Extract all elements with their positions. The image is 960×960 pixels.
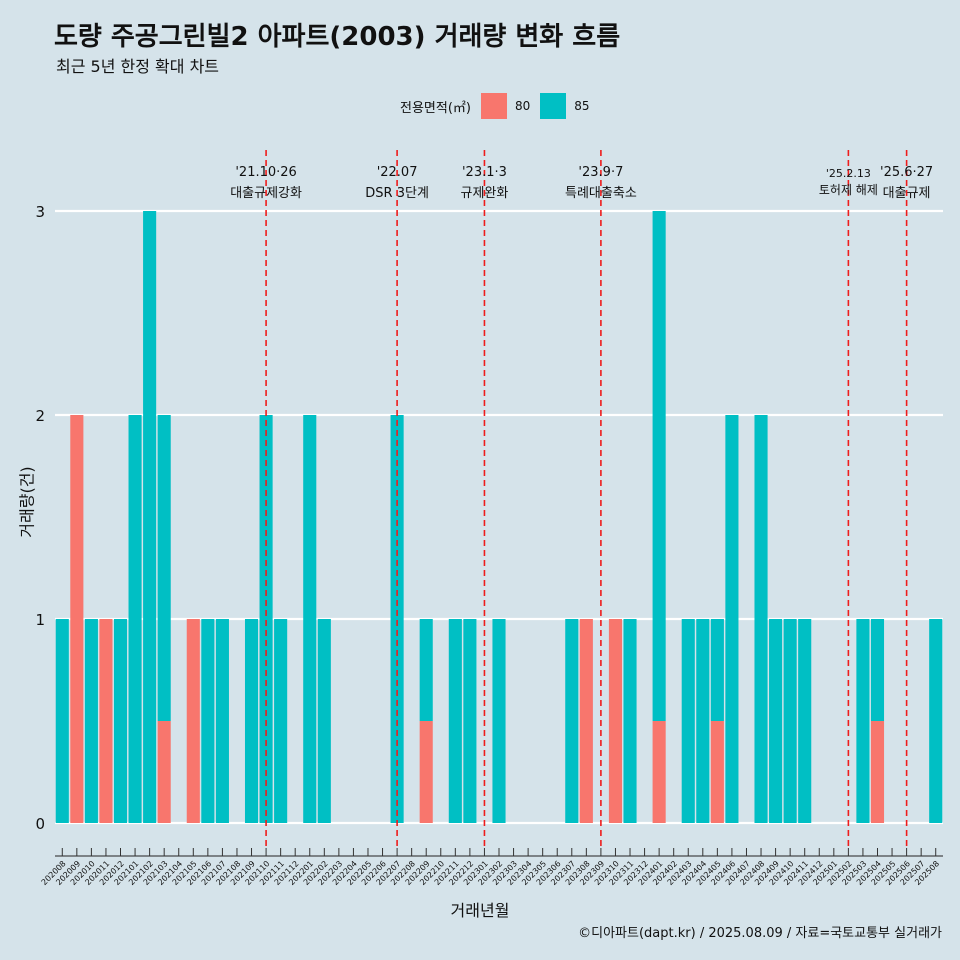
bar-85-202012 bbox=[113, 619, 128, 823]
bar-85-202202 bbox=[317, 619, 331, 823]
bar-85-202406 bbox=[725, 415, 739, 823]
x-axis-label: 거래년월 bbox=[450, 901, 510, 920]
bar-85-202201 bbox=[303, 415, 317, 823]
bar-80-202011 bbox=[99, 619, 113, 823]
event-label: 특례대출축소 bbox=[565, 186, 637, 201]
event-date-label: '21.10·26 bbox=[235, 165, 296, 180]
event-date-label: '22.07 bbox=[377, 165, 418, 180]
bar-85-202302 bbox=[492, 619, 506, 823]
legend-swatch-80 bbox=[480, 93, 507, 119]
bar-85-202508 bbox=[929, 619, 943, 823]
bar-85-202408 bbox=[754, 415, 768, 823]
y-tick-label: 2 bbox=[35, 407, 45, 425]
event-label: DSR 3단계 bbox=[365, 186, 429, 201]
chart-caption: ©디아파트(dapt.kr) / 2025.08.09 / 자료=국토교통부 실… bbox=[578, 926, 942, 941]
bar-85-202401 bbox=[652, 211, 666, 721]
bar-85-202410 bbox=[783, 619, 797, 823]
legend-label-80: 80 bbox=[514, 99, 531, 113]
bar-85-202207 bbox=[390, 415, 404, 823]
bar-85-202010 bbox=[84, 619, 98, 823]
event-date-label: '23.9·7 bbox=[578, 165, 623, 180]
bar-85-202307 bbox=[565, 619, 579, 823]
bar-85-202101 bbox=[128, 415, 142, 823]
legend: 전용면적(㎡) 80 85 bbox=[400, 93, 590, 119]
bar-80-202504 bbox=[870, 721, 885, 823]
y-tick-label: 1 bbox=[35, 611, 45, 629]
bar-85-202103 bbox=[157, 415, 171, 721]
bar-80-202209 bbox=[419, 721, 433, 823]
bar-85-202504 bbox=[870, 619, 885, 721]
event-label: 대출규제강화 bbox=[230, 186, 302, 201]
bar-80-202105 bbox=[186, 619, 200, 823]
bar-85-202109 bbox=[244, 619, 259, 823]
bar-85-202107 bbox=[215, 619, 229, 823]
event-date-label: '23.1·3 bbox=[462, 165, 507, 180]
bar-85-202404 bbox=[696, 619, 710, 823]
y-tick-label: 3 bbox=[35, 203, 45, 221]
bar-85-202503 bbox=[856, 619, 870, 823]
y-tick-label: 0 bbox=[35, 815, 45, 833]
legend-swatch-85 bbox=[540, 93, 567, 119]
event-label: 규제완화 bbox=[461, 186, 509, 201]
bar-85-202211 bbox=[448, 619, 462, 823]
bar-85-202110 bbox=[259, 415, 273, 823]
legend-title: 전용면적(㎡) bbox=[400, 100, 471, 116]
event-label: 대출규제 bbox=[883, 186, 931, 201]
bar-80-202009 bbox=[70, 415, 84, 823]
bar-80-202401 bbox=[652, 721, 666, 823]
event-label: 토허제 해제 bbox=[819, 183, 878, 197]
bar-85-202212 bbox=[463, 619, 477, 823]
event-date-label: '25.2.13 bbox=[826, 167, 871, 180]
bar-85-202409 bbox=[769, 619, 783, 823]
bar-85-202403 bbox=[681, 619, 695, 823]
chart-subtitle: 최근 5년 한정 확대 차트 bbox=[56, 57, 220, 76]
bar-80-202405 bbox=[710, 721, 724, 823]
bar-85-202209 bbox=[419, 619, 433, 721]
bar-85-202405 bbox=[710, 619, 724, 721]
event-date-label: '25.6·27 bbox=[880, 165, 933, 180]
bar-85-202008 bbox=[55, 619, 69, 823]
legend-label-85: 85 bbox=[574, 99, 590, 113]
bar-85-202102 bbox=[143, 211, 157, 823]
bar-85-202106 bbox=[201, 619, 215, 823]
bar-80-202103 bbox=[157, 721, 171, 823]
bar-85-202411 bbox=[798, 619, 812, 823]
bar-80-202308 bbox=[579, 619, 593, 823]
bar-85-202311 bbox=[623, 619, 637, 823]
chart-title: 도량 주공그린빌2 아파트(2003) 거래량 변화 흐름 bbox=[54, 22, 621, 52]
bar-80-202310 bbox=[608, 619, 623, 823]
bar-85-202111 bbox=[274, 619, 288, 823]
